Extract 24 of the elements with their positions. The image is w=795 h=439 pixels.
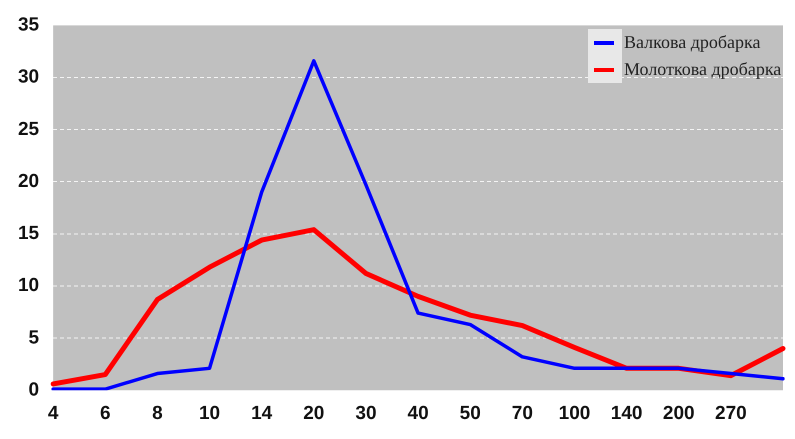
legend-label: Молоткова дробарка — [624, 59, 782, 80]
x-tick-label: 50 — [460, 402, 481, 424]
x-tick-label: 4 — [48, 402, 59, 424]
x-tick-label: 6 — [100, 402, 111, 424]
x-tick-label: 140 — [610, 402, 642, 424]
x-tick-label: 30 — [355, 402, 377, 424]
legend-label: Валкова дробарка — [624, 32, 760, 54]
y-tick-label: 35 — [18, 14, 40, 36]
x-tick-label: 270 — [715, 402, 747, 424]
y-tick-label: 15 — [18, 223, 40, 244]
x-tick-label: 100 — [558, 402, 590, 424]
y-tick-label: 30 — [18, 66, 40, 88]
x-tick-label: 200 — [662, 402, 695, 424]
x-tick-label: 14 — [251, 402, 273, 424]
x-tick-label: 10 — [198, 402, 220, 424]
x-tick-label: 8 — [152, 402, 163, 424]
y-tick-label: 0 — [28, 379, 40, 400]
y-tick-label: 5 — [28, 327, 40, 348]
y-tick-label: 20 — [18, 170, 40, 192]
y-tick-label: 10 — [18, 275, 40, 296]
x-tick-label: 70 — [512, 402, 533, 424]
y-tick-label: 25 — [18, 118, 40, 140]
x-tick-label: 40 — [407, 402, 429, 424]
x-tick-label: 20 — [303, 402, 324, 424]
